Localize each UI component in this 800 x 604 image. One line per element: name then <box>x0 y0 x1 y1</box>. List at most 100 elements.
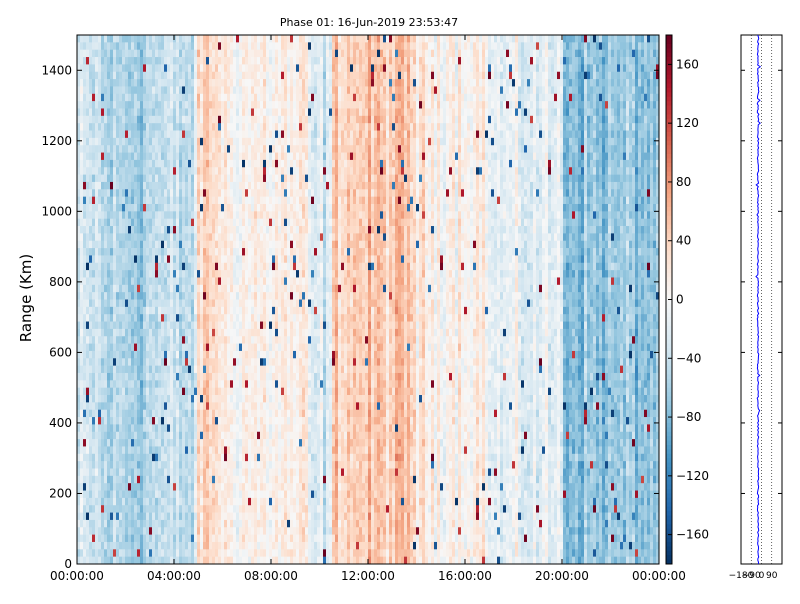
heatmap-cell <box>215 101 219 109</box>
heatmap-cell <box>203 137 207 146</box>
heatmap-cell <box>179 534 183 543</box>
heatmap-cell <box>200 284 204 293</box>
heatmap-cell <box>158 417 162 425</box>
heatmap-cell <box>248 196 252 205</box>
heatmap-cell <box>212 57 216 65</box>
heatmap-cell <box>245 534 249 543</box>
heatmap-cell <box>173 277 177 286</box>
heatmap-cell <box>86 527 90 535</box>
heatmap-cell <box>230 409 234 418</box>
heatmap-cell <box>245 468 249 477</box>
heatmap-cell <box>221 519 225 528</box>
heatmap-cell <box>281 145 285 153</box>
heatmap-cell <box>158 343 162 352</box>
heatmap-cell <box>164 350 168 359</box>
heatmap-cell <box>164 527 168 535</box>
heatmap-cell <box>185 350 189 359</box>
heatmap-cell <box>257 277 261 286</box>
heatmap-cell <box>269 49 273 58</box>
heatmap-cell <box>152 358 156 366</box>
heatmap-cell <box>110 145 114 153</box>
heatmap-cell <box>224 439 228 447</box>
heatmap-cell <box>98 461 102 469</box>
heatmap-cell <box>83 321 87 330</box>
heatmap-cell <box>170 284 174 293</box>
heatmap-cell <box>110 350 114 359</box>
heatmap-cell <box>278 431 282 440</box>
heatmap-cell <box>245 145 249 153</box>
heatmap-cell <box>200 101 204 109</box>
heatmap-cell <box>212 512 216 521</box>
heatmap-cell <box>185 299 189 308</box>
heatmap-cell <box>80 226 84 234</box>
heatmap-cell <box>269 453 273 462</box>
heatmap-cell <box>239 475 243 484</box>
heatmap-cell <box>101 130 105 139</box>
heatmap-cell <box>191 42 195 50</box>
heatmap-cell <box>104 534 108 543</box>
heatmap-cell <box>182 519 186 528</box>
heatmap-cell <box>104 255 108 264</box>
heatmap-cell <box>77 123 81 131</box>
heatmap-cell <box>80 468 84 477</box>
heatmap-cell <box>212 446 216 455</box>
heatmap-cell <box>263 512 267 521</box>
heatmap-cell <box>266 218 270 227</box>
heatmap-cell <box>122 417 126 425</box>
heatmap-cell <box>200 218 204 227</box>
heatmap-cell <box>95 137 99 146</box>
heatmap-cell <box>209 328 213 337</box>
heatmap-cell <box>77 35 81 43</box>
heatmap-cell <box>86 343 90 352</box>
heatmap-cell <box>263 152 267 161</box>
heatmap-cell <box>245 130 249 139</box>
heatmap-cell <box>125 189 129 197</box>
heatmap-cell <box>188 549 192 557</box>
heatmap-cell <box>158 402 162 411</box>
heatmap-cell <box>113 49 117 58</box>
heatmap-cell <box>236 57 240 65</box>
heatmap-cell <box>194 402 198 411</box>
heatmap-cell <box>254 167 258 175</box>
heatmap-cell <box>167 108 171 117</box>
heatmap-cell <box>173 417 177 425</box>
heatmap-cell <box>218 196 222 205</box>
heatmap-cell <box>266 439 270 447</box>
heatmap-cell <box>233 431 237 440</box>
heatmap-cell <box>161 409 165 418</box>
heatmap-cell <box>164 174 168 183</box>
heatmap-cell <box>281 519 285 528</box>
heatmap-cell <box>98 86 102 95</box>
heatmap-cell <box>119 203 123 212</box>
heatmap-cell <box>242 123 246 131</box>
heatmap-cell <box>140 167 144 175</box>
heatmap-cell <box>167 402 171 411</box>
heatmap-cell <box>134 203 138 212</box>
heatmap-cell <box>101 240 105 249</box>
heatmap-cell <box>104 174 108 183</box>
heatmap-cell <box>77 262 81 271</box>
heatmap-cell <box>176 277 180 286</box>
heatmap-cell <box>110 64 114 73</box>
heatmap-cell <box>170 314 174 322</box>
heatmap-cell <box>242 336 246 344</box>
heatmap-cell <box>125 108 129 117</box>
heatmap-cell <box>233 233 237 242</box>
heatmap-cell <box>215 64 219 73</box>
heatmap-cell <box>158 424 162 433</box>
heatmap-cell <box>143 93 147 102</box>
heatmap-cell <box>281 365 285 374</box>
heatmap-cell <box>125 101 129 109</box>
heatmap-cell <box>149 387 153 396</box>
heatmap-cell <box>221 248 225 256</box>
heatmap-cell <box>161 512 165 521</box>
heatmap-cell <box>206 409 210 418</box>
heatmap-cell <box>134 306 138 315</box>
heatmap-cell <box>110 218 114 227</box>
heatmap-cell <box>167 270 171 278</box>
heatmap-cell <box>131 137 135 146</box>
heatmap-cell <box>92 534 96 543</box>
heatmap-cell <box>194 387 198 396</box>
heatmap-cell <box>140 358 144 366</box>
heatmap-cell <box>119 417 123 425</box>
